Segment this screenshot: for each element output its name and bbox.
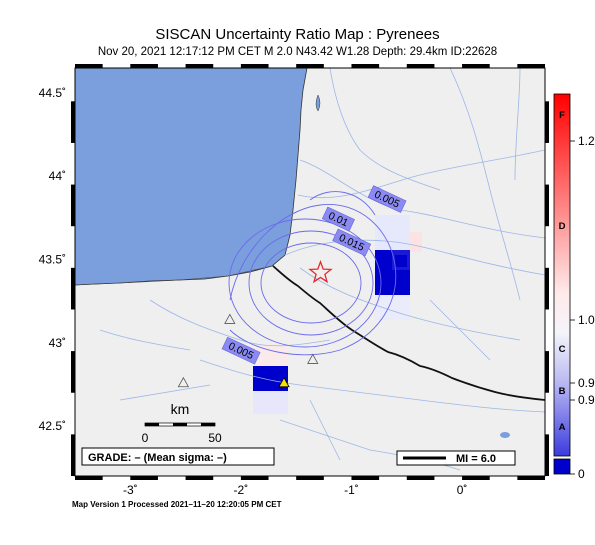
colorbar-grade-letter: D (559, 221, 566, 232)
frame-tick (545, 267, 549, 310)
colorbar-tick-label: 1.0 (578, 313, 595, 327)
frame-tick (240, 64, 269, 68)
longitude-tick-labels: -3˚ -2˚ -1˚ 0˚ (123, 483, 467, 497)
frame-tick (545, 351, 549, 393)
scale-bar-end: 50 (208, 431, 222, 445)
lon-tick-label: 0˚ (457, 483, 468, 497)
scale-bar: km 0 50 (142, 401, 222, 445)
frame-tick (75, 476, 103, 480)
frame-tick (351, 476, 380, 480)
colorbar-grade-letter: B (559, 386, 566, 397)
frame-tick (296, 64, 324, 68)
map-version-footer: Map Version 1 Processed 2021–11–20 12:20… (72, 500, 282, 509)
ratio-grid-cells (253, 215, 422, 414)
frame-border-ticks (71, 64, 549, 480)
estuary-icon (315, 94, 321, 112)
frame-tick (351, 64, 380, 68)
latitude-tick-labels: 44.5˚ 44˚ 43.5˚ 43˚ 42.5˚ (39, 86, 66, 433)
frame-tick (75, 64, 103, 68)
frame-tick (545, 434, 549, 476)
mi-legend-text: MI = 6.0 (456, 453, 496, 465)
lat-tick-label: 44˚ (49, 169, 66, 183)
frame-tick (545, 184, 549, 227)
lat-tick-label: 43.5˚ (39, 253, 66, 267)
frame-tick (240, 476, 269, 480)
grade-text: GRADE: – (Mean sigma: –) (88, 452, 227, 464)
frame-tick (185, 64, 214, 68)
frame-tick (71, 434, 75, 476)
mi-legend: MI = 6.0 (396, 450, 516, 466)
lon-tick-label: -1˚ (344, 483, 359, 497)
frame-tick (71, 351, 75, 393)
scale-bar-title: km (171, 401, 190, 417)
lon-tick-label: -3˚ (123, 483, 138, 497)
grade-box: GRADE: – (Mean sigma: –) (81, 447, 275, 466)
scale-bar-start: 0 (142, 431, 149, 445)
frame-tick (185, 476, 214, 480)
coastline (75, 265, 273, 286)
lon-tick-label: -2˚ (234, 483, 249, 497)
frame-tick (462, 64, 490, 68)
station-triangle-icon (307, 353, 319, 364)
colorbar-tick-label: 0.9 (578, 376, 595, 390)
frame-tick (71, 184, 75, 227)
lat-tick-label: 44.5˚ (39, 86, 66, 100)
event-subtitle: Nov 20, 2021 12:17:12 PM CET M 2.0 N43.4… (97, 46, 498, 58)
frame-tick (517, 476, 545, 480)
colorbar-low-swatch (553, 458, 571, 475)
frame-tick (406, 476, 435, 480)
lake-icon (500, 432, 510, 438)
frame-tick (406, 64, 435, 68)
epicenter-star-icon (308, 259, 333, 284)
map-title: SISCAN Uncertainty Ratio Map : Pyrenees (155, 26, 440, 43)
national-border (272, 265, 545, 401)
frame-tick (296, 476, 324, 480)
colorbar: F D C B A 1.2 1.0 0.9 0.9 0 (553, 93, 595, 481)
colorbar-grade-letter: A (559, 422, 566, 433)
frame-tick (462, 476, 490, 480)
colorbar-grade-letter: C (559, 344, 566, 355)
frame-tick (130, 64, 158, 68)
colorbar-tick-label: 1.2 (578, 134, 595, 148)
colorbar-gradient (553, 93, 571, 457)
frame-tick (545, 101, 549, 143)
station-triangle-icon (278, 376, 290, 388)
frame-tick (71, 267, 75, 310)
ocean-area (75, 68, 308, 286)
station-triangle-icon (224, 313, 236, 324)
colorbar-grade-letter: F (559, 110, 565, 121)
frame-tick (71, 101, 75, 143)
station-triangle-icon (177, 376, 190, 388)
contour-lines (228, 191, 397, 356)
lat-tick-label: 43˚ (49, 336, 66, 350)
colorbar-tick-label: 0.9 (578, 393, 595, 407)
frame-tick (517, 64, 545, 68)
lat-tick-label: 42.5˚ (39, 419, 66, 433)
colorbar-tick-label: 0 (578, 467, 585, 481)
frame-tick (130, 476, 158, 480)
